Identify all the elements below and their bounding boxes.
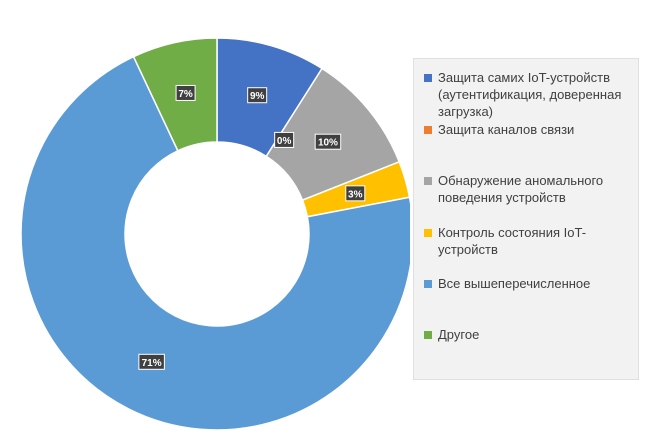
donut-slice: [20, 55, 410, 431]
legend-item-state-control: Контроль состояния IoT-устройств: [424, 224, 636, 258]
legend-label: Защита самих IoT-устройств (аутентификац…: [438, 70, 622, 119]
legend-label: Другое: [438, 327, 480, 342]
legend-swatch: [424, 229, 432, 237]
legend-swatch: [424, 177, 432, 185]
legend-item-channel-protection: Защита каналов связи: [424, 121, 636, 138]
data-label-text: 10%: [318, 138, 338, 149]
data-label-text: 9%: [250, 91, 265, 102]
legend-label: Все вышеперечисленное: [438, 276, 591, 291]
legend-label: Контроль состояния IoT-устройств: [438, 225, 587, 257]
data-label-bg: [138, 353, 165, 370]
data-label-bg: [175, 84, 196, 101]
legend-item-other: Другое: [424, 326, 636, 343]
donut-slice: [132, 37, 218, 152]
chart-legend: Защита самих IoT-устройств (аутентификац…: [413, 58, 639, 380]
data-label: 3%: [345, 185, 366, 202]
data-label-text: 7%: [178, 89, 193, 100]
data-label-bg: [247, 87, 268, 104]
data-label: 10%: [314, 133, 342, 150]
data-label-text: 3%: [348, 189, 363, 200]
data-label-bg: [345, 185, 366, 202]
legend-label: Защита каналов связи: [438, 122, 575, 137]
legend-swatch: [424, 280, 432, 288]
data-label: 9%: [247, 87, 268, 104]
data-label-text: 0%: [277, 136, 292, 147]
data-label: 71%: [138, 353, 165, 370]
donut-chart: 9% 0% 10% 3% 71% 7%: [20, 37, 410, 431]
legend-swatch: [424, 331, 432, 339]
data-label: 0%: [274, 131, 295, 148]
data-label-bg: [274, 131, 295, 148]
data-label-bg: [314, 133, 342, 150]
legend-swatch: [424, 74, 432, 82]
legend-swatch: [424, 126, 432, 134]
legend-item-device-protection: Защита самих IoT-устройств (аутентификац…: [424, 69, 636, 120]
data-label: 7%: [175, 84, 196, 101]
legend-item-all-above: Все вышеперечисленное: [424, 275, 636, 292]
data-label-text: 71%: [142, 358, 162, 369]
legend-label: Обнаружение аномального поведения устрой…: [438, 173, 604, 205]
legend-item-anomaly-detection: Обнаружение аномального поведения устрой…: [424, 172, 636, 206]
